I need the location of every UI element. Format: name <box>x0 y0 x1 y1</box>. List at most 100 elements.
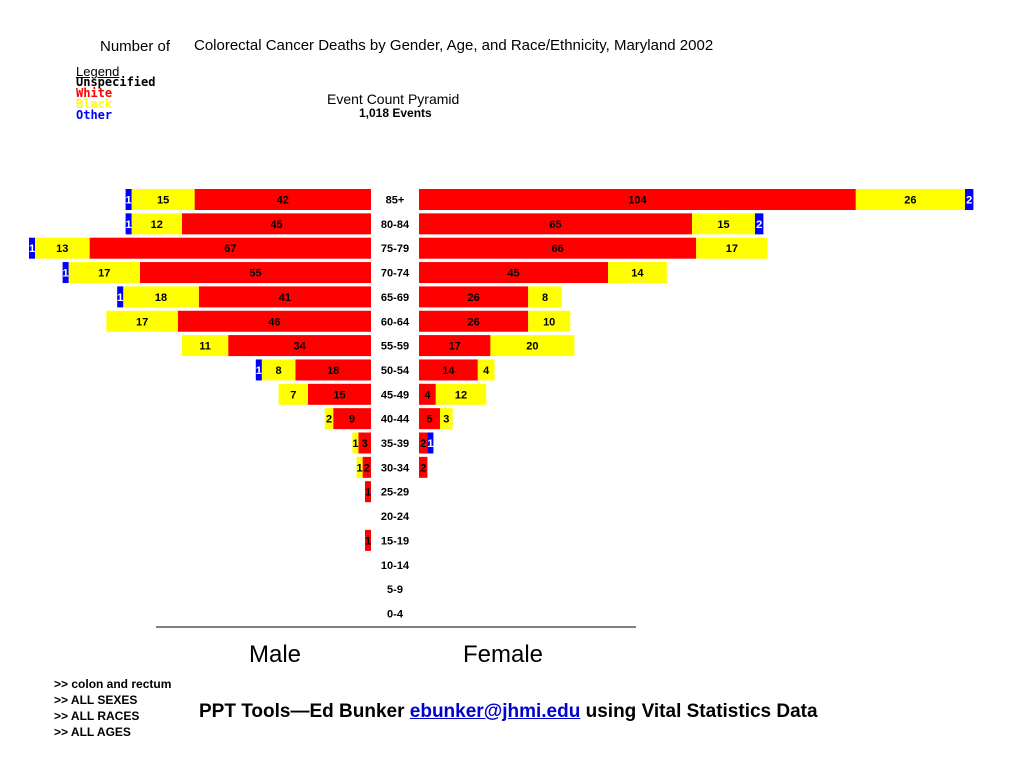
age-label: 65-69 <box>381 292 409 304</box>
male-bar-label: 1 <box>256 365 262 377</box>
title-prefix: Number of <box>100 38 171 55</box>
legend: Legend Unspecified White Black Other <box>76 64 156 122</box>
age-label: 5-9 <box>387 584 403 596</box>
email-link[interactable]: ebunker@jhmi.edu <box>409 701 581 722</box>
filter-sex: >> ALL SEXES <box>54 693 138 707</box>
male-bar-other <box>125 213 132 235</box>
legend-item-white: White <box>76 86 113 100</box>
male-bar-label: 1 <box>365 487 371 499</box>
female-bar-black <box>855 189 965 210</box>
filter-age: >> ALL AGES <box>54 725 131 739</box>
female-bar-label: 20 <box>526 341 538 353</box>
male-bar-label: 1 <box>63 268 69 280</box>
female-bar-label: 26 <box>467 292 479 304</box>
male-bar-white <box>295 359 371 381</box>
legend-item-black: Black <box>76 97 113 111</box>
age-label: 20-24 <box>381 511 410 523</box>
male-bar-label: 1 <box>365 535 371 547</box>
age-label: 45-49 <box>381 389 409 401</box>
age-label: 70-74 <box>381 268 410 280</box>
male-bar-white <box>308 383 371 405</box>
legend-item-unspecified: Unspecified <box>76 75 156 89</box>
female-bar-white <box>419 262 608 284</box>
male-bar-black <box>131 213 182 235</box>
female-bar-black <box>528 286 562 308</box>
male-bar-label: 18 <box>327 365 339 377</box>
legend-heading: Legend <box>76 64 120 79</box>
female-bar-label: 5 <box>426 414 432 426</box>
filter-site: >> colon and rectum <box>54 677 172 691</box>
female-bar-white <box>419 237 697 259</box>
male-bar-black <box>356 456 363 478</box>
female-bar-other <box>755 213 764 235</box>
female-bar-label: 10 <box>543 316 555 328</box>
male-bar-black <box>35 237 90 259</box>
female-bar-label: 17 <box>726 243 738 255</box>
female-bar-other <box>427 432 434 454</box>
female-bar-black <box>692 213 755 235</box>
male-bar-label: 17 <box>136 316 148 328</box>
male-bar-black <box>278 383 308 405</box>
male-bar-white <box>140 262 371 284</box>
male-bar-white <box>358 432 371 454</box>
age-label: 75-79 <box>381 243 409 255</box>
male-bar-white <box>89 237 371 259</box>
male-bar-label: 9 <box>349 414 355 426</box>
male-bar-other <box>125 189 132 210</box>
female-bar-white <box>419 310 529 332</box>
male-bar-label: 7 <box>290 389 296 401</box>
filter-race: >> ALL RACES <box>54 709 140 723</box>
male-bar-white <box>362 456 371 478</box>
male-bar-black <box>131 189 195 210</box>
female-bar-label: 45 <box>507 268 519 280</box>
male-bar-other <box>117 286 124 308</box>
female-bar-white <box>419 432 428 454</box>
age-label: 50-54 <box>381 365 410 377</box>
female-bar-label: 4 <box>483 365 490 377</box>
female-bar-white <box>419 213 692 235</box>
male-bar-label: 18 <box>155 292 167 304</box>
female-bar-black <box>528 310 571 332</box>
male-bar-label: 55 <box>249 268 261 280</box>
female-bar-label: 65 <box>549 219 561 231</box>
male-bar-other <box>29 237 35 259</box>
male-bar-white <box>333 408 371 430</box>
male-bar-label: 1 <box>352 438 358 450</box>
male-bar-label: 1 <box>117 292 123 304</box>
female-bar-label: 2 <box>420 462 426 474</box>
chart-title: Event Count Pyramid <box>327 91 460 107</box>
male-bar-black <box>261 359 296 381</box>
female-bar-label: 1 <box>427 438 433 450</box>
male-bar-label: 67 <box>224 243 236 255</box>
age-label: 10-14 <box>381 560 410 572</box>
age-label: 80-84 <box>381 219 410 231</box>
male-bar-label: 1 <box>29 243 35 255</box>
male-bar-label: 11 <box>199 341 211 353</box>
credit-suffix: using Vital Statistics Data <box>580 701 818 722</box>
male-bar-white <box>182 213 371 235</box>
age-label: 85+ <box>386 195 405 207</box>
legend-item-other: Other <box>76 108 113 122</box>
male-bar-label: 1 <box>357 462 363 474</box>
age-label: 30-34 <box>381 462 410 474</box>
female-bar-label: 2 <box>756 219 762 231</box>
female-bar-label: 26 <box>904 195 916 207</box>
female-bar-white <box>419 408 440 430</box>
female-bar-black <box>477 359 495 381</box>
male-bar-label: 8 <box>276 365 282 377</box>
female-bar-label: 104 <box>628 195 647 207</box>
female-bar-label: 66 <box>551 243 563 255</box>
male-bar-white <box>228 335 371 357</box>
male-bar-label: 46 <box>268 316 280 328</box>
female-bar-label: 14 <box>631 268 644 280</box>
male-bar-white <box>194 189 371 210</box>
male-axis-label: Male <box>249 641 302 668</box>
female-bar-label: 2 <box>420 438 426 450</box>
female-bar-black <box>696 237 768 259</box>
male-bar-black <box>123 286 199 308</box>
male-bar-label: 1 <box>126 195 132 207</box>
male-bar-label: 41 <box>279 292 291 304</box>
male-bar-white <box>177 310 371 332</box>
age-label: 15-19 <box>381 535 409 547</box>
